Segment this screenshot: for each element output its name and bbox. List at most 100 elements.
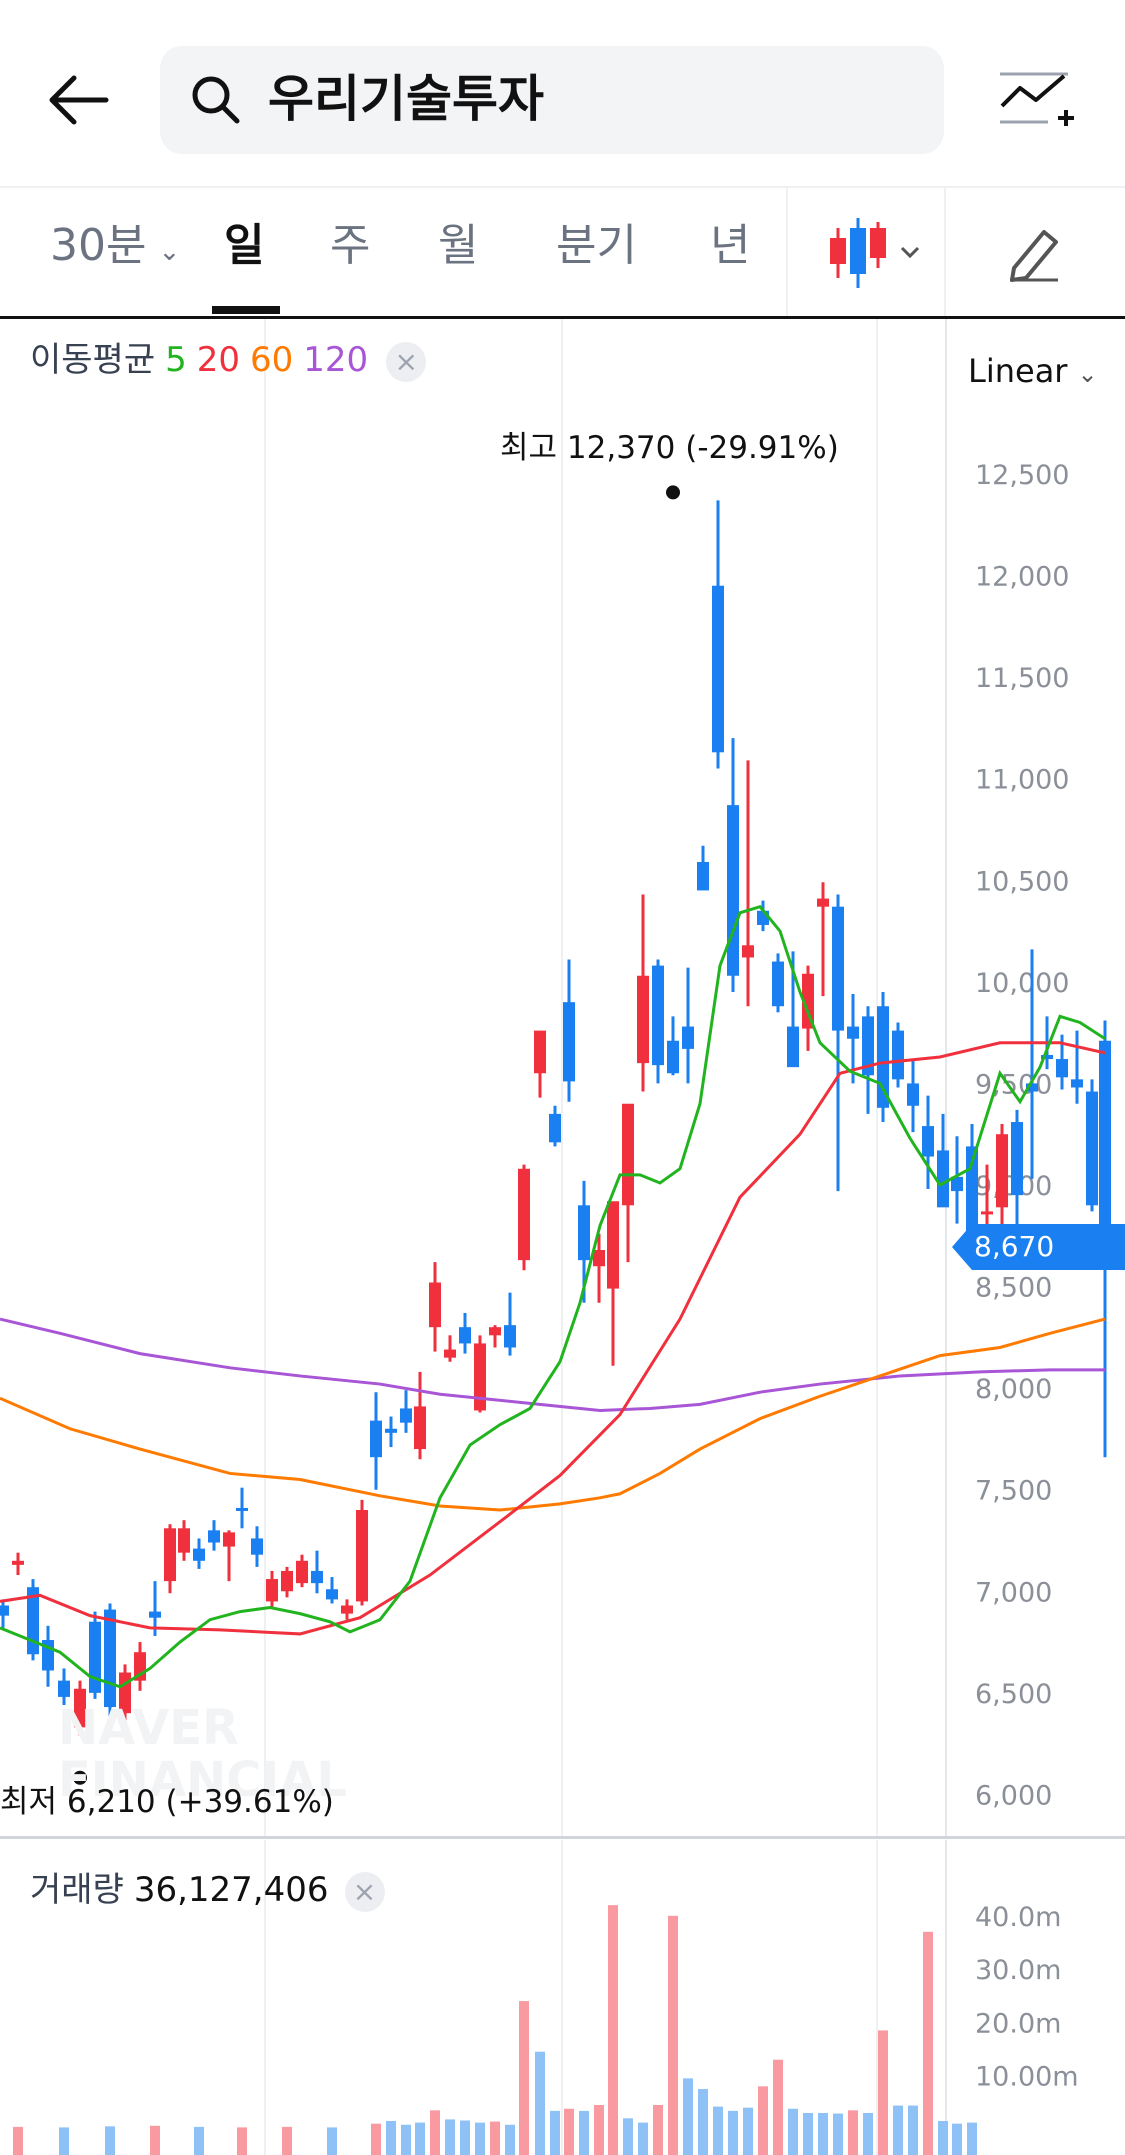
volume-bar xyxy=(818,2113,828,2155)
tab-day[interactable]: 일 xyxy=(224,220,265,271)
watermark: NAVER FINANCIAL xyxy=(58,1702,347,1806)
price-axis-label: 8,500 xyxy=(975,1273,1052,1304)
close-icon[interactable]: × xyxy=(386,341,427,382)
candle-body xyxy=(236,1507,248,1511)
volume-bar xyxy=(535,2051,545,2155)
chart-type-dropdown[interactable] xyxy=(826,218,926,288)
candle-body xyxy=(0,1605,9,1616)
candle-body xyxy=(652,965,664,1066)
price-axis-label: 10,500 xyxy=(975,866,1069,897)
watermark-line: FINANCIAL xyxy=(58,1752,347,1808)
candle-body xyxy=(712,585,724,753)
volume-bar xyxy=(401,2124,411,2155)
candle-body xyxy=(356,1510,368,1602)
price-axis-label: 9,500 xyxy=(975,1069,1052,1100)
candle-body xyxy=(907,1083,919,1106)
divider xyxy=(0,186,1125,188)
search-box[interactable]: 우리기술투자 xyxy=(160,46,944,154)
price-axis-label: 6,000 xyxy=(975,1780,1052,1811)
scale-mode-dropdown[interactable]: Linear ⌄ xyxy=(968,350,1098,395)
candle-body xyxy=(149,1611,161,1618)
candle-body xyxy=(27,1587,39,1655)
watermark-line: NAVER xyxy=(58,1700,239,1756)
volume-bar xyxy=(327,2127,337,2155)
price-axis-label: 7,500 xyxy=(975,1476,1052,1507)
candle-body xyxy=(637,975,649,1064)
volume-bar xyxy=(967,2122,977,2155)
candle-body xyxy=(474,1343,486,1411)
volume-bar xyxy=(445,2119,455,2155)
back-arrow-icon[interactable] xyxy=(44,64,116,136)
volume-bar xyxy=(683,2078,693,2155)
candle-body xyxy=(922,1126,934,1157)
tab-month[interactable]: 월 xyxy=(438,220,479,271)
divider xyxy=(0,1836,1125,1839)
volume-bar xyxy=(564,2108,574,2155)
volume-bar xyxy=(490,2121,500,2155)
volume-bar xyxy=(475,2122,485,2155)
price-axis-label: 7,000 xyxy=(975,1577,1052,1608)
volume-bar xyxy=(848,2110,858,2155)
candle-body xyxy=(370,1420,382,1458)
candle-body xyxy=(578,1205,590,1261)
close-icon[interactable]: × xyxy=(344,1871,385,1912)
price-axis-label: 10,000 xyxy=(975,968,1069,999)
chevron-down-icon: ⌄ xyxy=(158,237,181,267)
volume-bar xyxy=(743,2107,753,2155)
volume-bar xyxy=(460,2120,470,2155)
volume-bar xyxy=(608,1905,618,2155)
candle-body xyxy=(862,1016,874,1076)
volume-bar xyxy=(952,2123,962,2155)
candle-body xyxy=(89,1621,101,1693)
tab-week[interactable]: 주 xyxy=(330,220,371,271)
candle-body xyxy=(1056,1059,1068,1078)
tab-year[interactable]: 년 xyxy=(710,220,751,271)
price-axis-label: 11,500 xyxy=(975,663,1069,694)
candle-body xyxy=(1071,1079,1083,1088)
candle-body xyxy=(682,1026,694,1049)
interval-dropdown[interactable]: 30분 ⌄ xyxy=(50,216,180,282)
candle-body xyxy=(727,805,739,976)
volume-value: 36,127,406 xyxy=(133,1870,329,1910)
price-axis-label: 12,000 xyxy=(975,562,1069,593)
candlestick-chart[interactable]: 12,500 12,000 11,500 11,000 10,500 10,000 9,50… xyxy=(0,319,1125,1836)
candle-body xyxy=(622,1103,634,1206)
tab-quarter[interactable]: 분기 xyxy=(556,220,637,271)
volume-bar xyxy=(653,2105,663,2155)
low-price-annotation: 최저 6,210 (+39.61%) xyxy=(0,1782,334,1822)
pencil-icon[interactable] xyxy=(1004,222,1064,282)
volume-bar xyxy=(623,2118,633,2155)
candle-body xyxy=(877,1006,889,1108)
volume-axis-label: 10.00m xyxy=(975,2062,1079,2093)
volume-bar xyxy=(194,2126,204,2155)
volume-bar xyxy=(788,2108,798,2155)
divider xyxy=(0,316,1125,319)
volume-bar xyxy=(59,2127,69,2155)
volume-chart: 40.0m 30.0m 20.0m 10.00m xyxy=(13,1840,1079,2155)
volume-bar xyxy=(863,2113,873,2155)
candle-body xyxy=(341,1605,353,1614)
volume-bar xyxy=(833,2113,843,2155)
search-query[interactable]: 우리기술투자 xyxy=(268,70,544,128)
candle-body xyxy=(1026,1083,1038,1092)
candle-body xyxy=(429,1282,441,1328)
volume-axis-label: 40.0m xyxy=(975,1902,1061,1933)
candle-body xyxy=(489,1327,501,1336)
volume-bar xyxy=(237,2127,247,2155)
chevron-down-icon: ⌄ xyxy=(1077,360,1098,388)
candle-body xyxy=(817,898,829,907)
candle-body xyxy=(981,1211,993,1215)
add-comparison-chart-icon[interactable] xyxy=(996,66,1076,138)
candle-body xyxy=(444,1349,456,1358)
ma-60: 60 xyxy=(250,340,294,380)
candle-body xyxy=(847,1026,859,1039)
candle-body xyxy=(12,1560,24,1565)
volume-bar xyxy=(758,2086,768,2155)
candle-body xyxy=(193,1548,205,1561)
volume-bar xyxy=(698,2089,708,2155)
candle-body xyxy=(802,973,814,1029)
volume-axis-label: 20.0m xyxy=(975,2008,1061,2039)
divider xyxy=(944,188,946,316)
candle-body xyxy=(593,1249,605,1267)
volume-bar xyxy=(386,2121,396,2155)
